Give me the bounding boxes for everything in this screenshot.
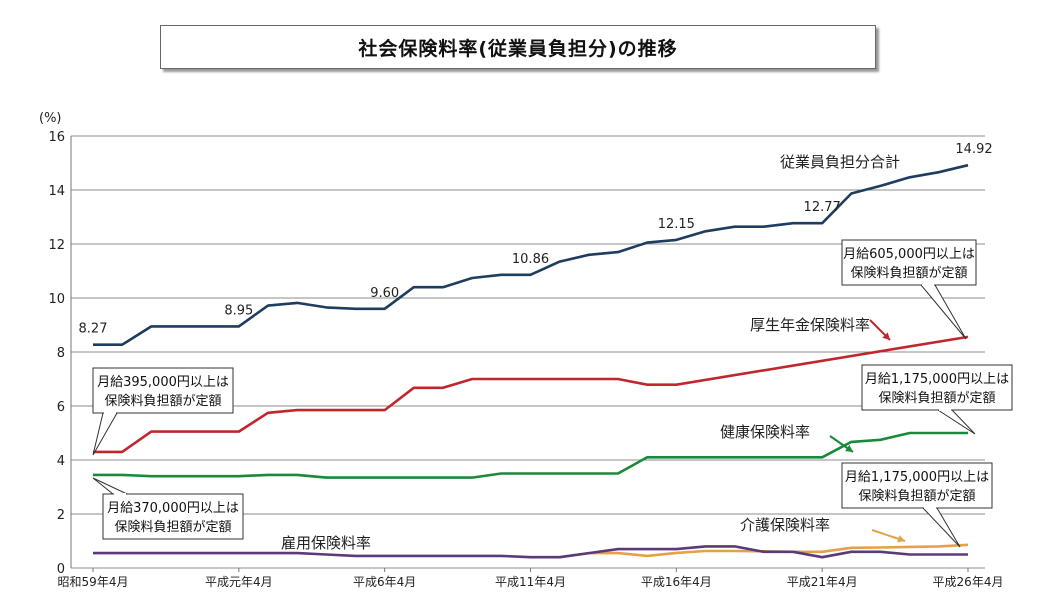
- y-tick-label: 8: [57, 346, 65, 361]
- data-label: 8.95: [224, 303, 253, 318]
- series-label: 厚生年金保険料率: [750, 316, 870, 334]
- callout-frame: [841, 462, 993, 509]
- callout-text: 保険料負担額が定額: [878, 391, 995, 406]
- x-tick-label: 平成26年4月: [933, 575, 1004, 589]
- y-tick-label: 4: [57, 454, 65, 469]
- arrow-head: [897, 535, 905, 543]
- series-line: [93, 431, 968, 479]
- callout-text: 月給395,000円以上は: [97, 375, 229, 390]
- series-label: 介護保険料率: [740, 516, 830, 534]
- series-line: [93, 163, 969, 347]
- y-tick-label: 10: [48, 292, 65, 307]
- y-axis-label: (%): [39, 111, 62, 126]
- data-label: 8.27: [79, 322, 108, 337]
- callout-pointer: [92, 477, 128, 495]
- x-tick-label: 平成6年4月: [353, 575, 416, 589]
- callout-frame: [841, 239, 977, 286]
- y-tick-label: 16: [48, 130, 65, 145]
- arrow-head: [882, 332, 890, 340]
- x-tick-label: 平成21年4月: [787, 575, 858, 589]
- series-line: [93, 545, 968, 559]
- series-label: 健康保険料率: [720, 423, 810, 441]
- x-tick-label: 昭和59年4月: [58, 575, 129, 589]
- callout-text: 月給1,175,000円以上は: [865, 372, 1009, 387]
- x-tick-label: 平成11年4月: [495, 575, 566, 589]
- series-label: 雇用保険料率: [281, 534, 371, 552]
- callout-text: 月給605,000円以上は: [843, 247, 975, 262]
- x-tick-label: 平成元年4月: [205, 575, 273, 589]
- callout-frame: [861, 364, 1013, 411]
- y-tick-label: 12: [48, 238, 65, 253]
- arrow-head: [845, 444, 853, 452]
- callout-text: 保険料負担額が定額: [114, 520, 231, 535]
- chart-title: 社会保険料率(従業員負担分)の推移: [160, 25, 876, 69]
- y-tick-label: 6: [57, 400, 65, 415]
- series-line: [93, 335, 969, 454]
- callout-text: 保険料負担額が定額: [850, 266, 967, 281]
- callout-pointer: [92, 412, 118, 456]
- callout-pointer: [936, 409, 976, 435]
- y-tick-label: 14: [48, 184, 65, 199]
- series-label: 従業員負担分合計: [780, 153, 900, 171]
- callout-text: 月給1,175,000円以上は: [845, 470, 989, 485]
- callout-frame: [102, 493, 244, 540]
- data-label: 9.60: [370, 286, 399, 301]
- x-tick-label: 平成16年4月: [641, 575, 712, 589]
- data-label: 12.15: [658, 217, 695, 232]
- callout-text: 保険料負担額が定額: [858, 489, 975, 504]
- callout-pointer: [919, 284, 967, 340]
- callout-frame: [92, 367, 234, 414]
- callout-text: 月給370,000円以上は: [107, 501, 239, 516]
- data-label: 12.77: [804, 200, 841, 215]
- data-label: 10.86: [512, 252, 549, 267]
- callout-text: 保険料負担額が定額: [104, 394, 221, 409]
- y-tick-label: 0: [57, 562, 65, 577]
- data-label: 14.92: [955, 142, 992, 157]
- y-tick-label: 2: [57, 508, 65, 523]
